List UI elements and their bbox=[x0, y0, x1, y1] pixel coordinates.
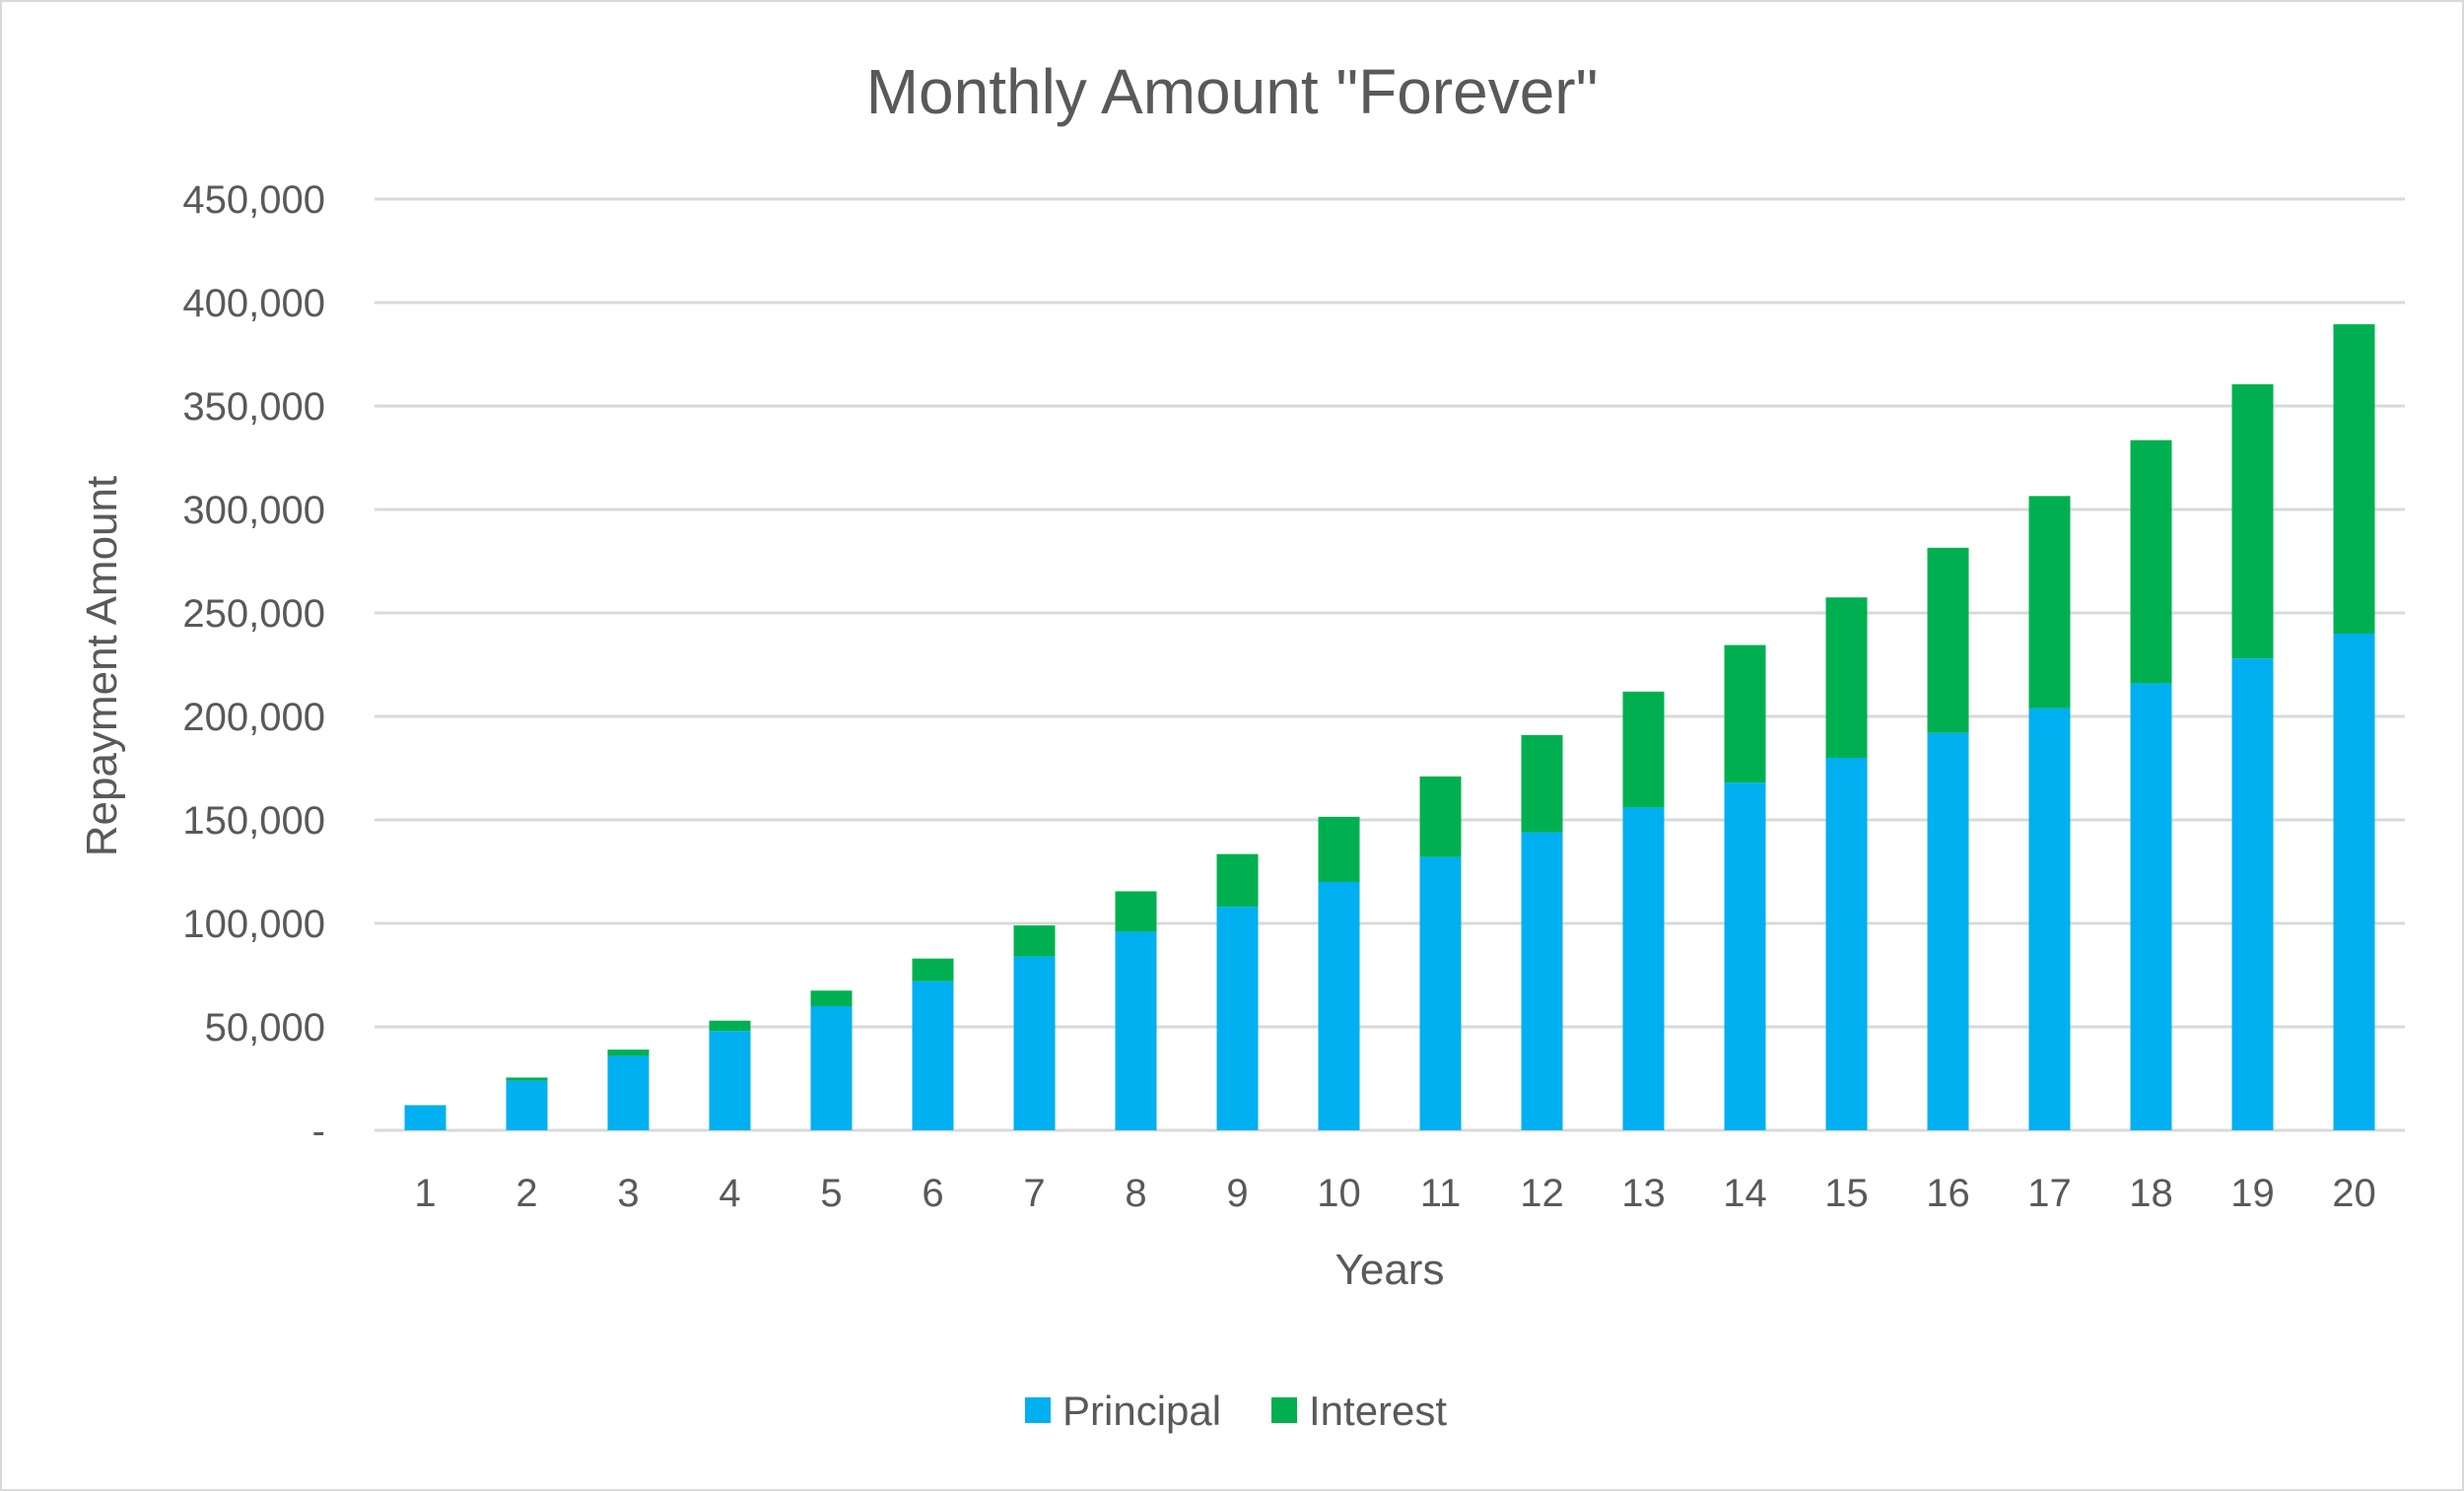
chart-title: Monthly Amount "Forever" bbox=[866, 56, 1599, 127]
y-tick-label: 100,000 bbox=[182, 903, 325, 946]
x-tick-label: 1 bbox=[414, 1172, 436, 1215]
x-tick-label: 12 bbox=[1520, 1172, 1564, 1215]
bar-principal-8 bbox=[1115, 931, 1157, 1130]
bar-interest-4 bbox=[709, 1020, 751, 1032]
y-tick-label: 350,000 bbox=[182, 385, 325, 429]
y-tick-label: - bbox=[312, 1110, 325, 1153]
y-tick-label: 150,000 bbox=[182, 799, 325, 843]
bar-principal-20 bbox=[2333, 634, 2375, 1130]
bar-principal-11 bbox=[1419, 856, 1462, 1130]
bar-interest-17 bbox=[2028, 496, 2071, 709]
x-tick-label: 3 bbox=[617, 1172, 639, 1215]
bar-interest-14 bbox=[1724, 644, 1766, 783]
y-tick-label: 400,000 bbox=[182, 282, 325, 325]
bar-interest-16 bbox=[1927, 547, 1969, 733]
gridlines bbox=[375, 197, 2405, 1132]
x-axis-title: Years bbox=[1335, 1246, 1445, 1294]
bar-principal-19 bbox=[2231, 658, 2274, 1130]
bar-principal-10 bbox=[1318, 882, 1360, 1130]
bar-principal-17 bbox=[2028, 708, 2071, 1130]
x-tick-label: 18 bbox=[2129, 1172, 2173, 1215]
bar-principal-15 bbox=[1825, 758, 1868, 1130]
bar-principal-7 bbox=[1013, 956, 1056, 1130]
legend-swatch-interest bbox=[1271, 1397, 1297, 1423]
bar-principal-18 bbox=[2130, 683, 2172, 1130]
bar-interest-19 bbox=[2231, 383, 2274, 659]
bar-principal-14 bbox=[1724, 782, 1766, 1130]
x-tick-label: 19 bbox=[2230, 1172, 2275, 1215]
bar-principal-16 bbox=[1927, 732, 1969, 1130]
bar-interest-7 bbox=[1013, 925, 1056, 957]
x-tick-label: 13 bbox=[1621, 1172, 1666, 1215]
y-tick-label: 300,000 bbox=[182, 489, 325, 532]
bar-interest-20 bbox=[2333, 324, 2375, 634]
x-tick-label: 16 bbox=[1926, 1172, 1970, 1215]
x-tick-label: 15 bbox=[1824, 1172, 1869, 1215]
bar-interest-5 bbox=[810, 990, 853, 1006]
y-tick-labels: - 50,000 100,000 150,000 200,000 250,000 300,0… bbox=[182, 178, 325, 1153]
x-tick-label: 5 bbox=[820, 1172, 842, 1215]
bar-interest-6 bbox=[912, 958, 954, 982]
x-tick-label: 4 bbox=[719, 1172, 740, 1215]
y-tick-label: 50,000 bbox=[205, 1006, 325, 1050]
bars bbox=[404, 324, 2375, 1130]
bar-principal-4 bbox=[709, 1031, 751, 1130]
bar-interest-11 bbox=[1419, 776, 1462, 857]
bar-principal-5 bbox=[810, 1006, 853, 1130]
x-tick-label: 9 bbox=[1226, 1172, 1248, 1215]
bar-interest-12 bbox=[1521, 734, 1563, 833]
bar-principal-1 bbox=[404, 1105, 446, 1130]
x-tick-label: 2 bbox=[515, 1172, 537, 1215]
x-tick-label: 17 bbox=[2027, 1172, 2072, 1215]
x-tick-label: 20 bbox=[2332, 1172, 2376, 1215]
bar-interest-15 bbox=[1825, 597, 1868, 758]
y-tick-label: 250,000 bbox=[182, 592, 325, 636]
bar-interest-13 bbox=[1622, 691, 1665, 808]
bar-principal-3 bbox=[607, 1055, 650, 1130]
x-tick-labels: 1 2 3 4 5 6 7 8 9 10 11 12 13 14 15 16 17 18 19 20 bbox=[414, 1172, 2375, 1215]
y-axis-title: Repayment Amount bbox=[78, 476, 126, 856]
y-tick-label: 200,000 bbox=[182, 696, 325, 739]
y-tick-label: 450,000 bbox=[182, 178, 325, 222]
x-tick-label: 11 bbox=[1420, 1172, 1462, 1215]
x-tick-label: 10 bbox=[1317, 1172, 1361, 1215]
bar-interest-8 bbox=[1115, 891, 1157, 932]
bar-principal-2 bbox=[506, 1080, 548, 1130]
bar-interest-9 bbox=[1216, 853, 1259, 908]
bar-principal-13 bbox=[1622, 807, 1665, 1130]
legend-label-interest: Interest bbox=[1309, 1388, 1447, 1434]
bar-interest-18 bbox=[2130, 440, 2172, 684]
legend: Principal Interest bbox=[1025, 1388, 1447, 1434]
x-tick-label: 6 bbox=[922, 1172, 943, 1215]
bar-principal-9 bbox=[1216, 907, 1259, 1130]
x-tick-label: 14 bbox=[1723, 1172, 1767, 1215]
bar-principal-12 bbox=[1521, 832, 1563, 1130]
bar-interest-2 bbox=[506, 1077, 548, 1081]
bar-interest-10 bbox=[1318, 816, 1360, 882]
bar-interest-3 bbox=[607, 1050, 650, 1056]
legend-label-principal: Principal bbox=[1062, 1388, 1221, 1434]
x-tick-label: 8 bbox=[1125, 1172, 1146, 1215]
legend-swatch-principal bbox=[1025, 1397, 1051, 1423]
x-tick-label: 7 bbox=[1023, 1172, 1045, 1215]
bar-principal-6 bbox=[912, 981, 954, 1130]
